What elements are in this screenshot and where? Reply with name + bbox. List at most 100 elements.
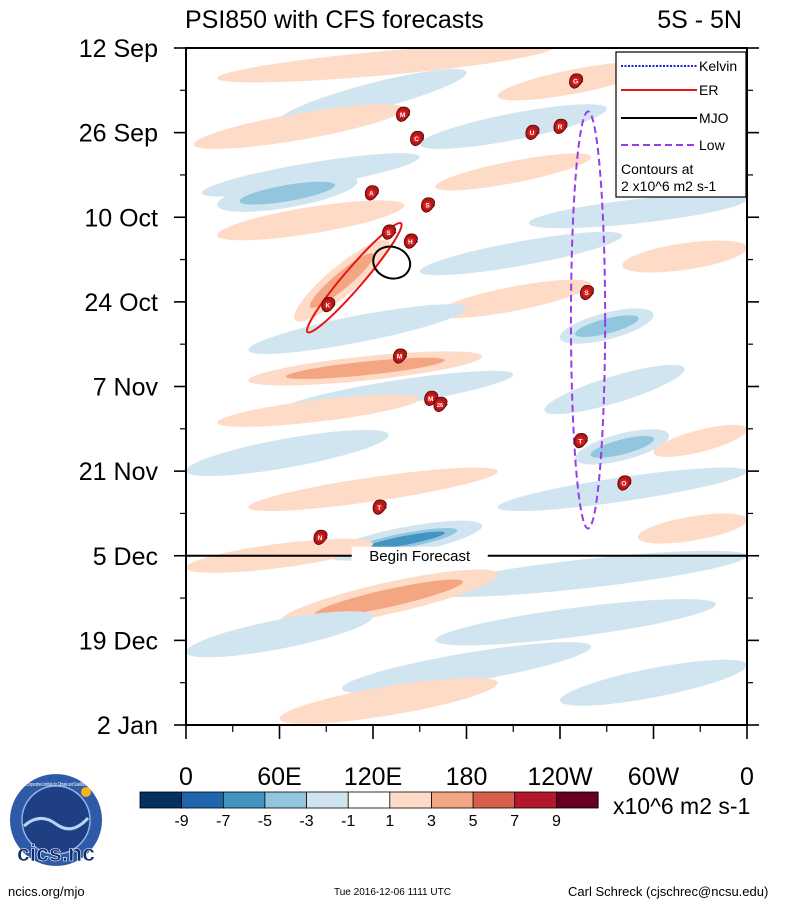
anomaly-streak — [560, 659, 747, 706]
storm-letter: C — [414, 136, 419, 143]
legend-label-mjo: MJO — [699, 110, 729, 126]
anomaly-streak — [419, 550, 747, 598]
anomaly-level — [653, 424, 747, 457]
storm-letter: M — [400, 112, 405, 119]
cicsnc-logo: Cooperative Institute for Climate and Sa… — [10, 774, 102, 866]
y-tick-label: 21 Nov — [79, 458, 159, 486]
colorbar-tick-label: -7 — [216, 813, 230, 830]
logo-text: cics.nc — [17, 840, 95, 866]
storm-letter: A — [369, 191, 374, 198]
storm-eye — [426, 394, 435, 403]
storm-letter: H — [408, 239, 413, 246]
y-tick-label: 26 Sep — [79, 120, 158, 148]
storm-marker: M — [392, 348, 408, 364]
storm-letter: O — [621, 481, 626, 488]
logo-ring-text: Cooperative Institute for Climate and Sa… — [26, 782, 86, 788]
storm-marker: S — [579, 285, 595, 301]
anomaly-streak — [419, 104, 607, 149]
footer-author[interactable]: Carl Schreck (cjschrec@ncsu.edu) — [568, 884, 769, 899]
storm-letter: S — [425, 203, 430, 210]
storm-letter: S — [584, 290, 589, 297]
anomaly-streak — [559, 308, 654, 344]
x-tick-label: 120W — [527, 763, 593, 791]
anomaly-level — [200, 615, 359, 654]
storm-eye — [367, 188, 376, 198]
y-tick-label: 12 Sep — [79, 35, 158, 63]
anomaly-streak — [544, 364, 685, 415]
colorbar-swatch — [431, 791, 474, 809]
storm-eye — [555, 122, 565, 131]
anomaly-level — [341, 642, 592, 694]
anomaly-streak — [217, 48, 553, 83]
anomaly-streak — [653, 424, 747, 457]
legend-note-line1: Contours at — [621, 161, 693, 177]
storm-letter: S — [386, 230, 391, 237]
y-tick-label: 7 Nov — [93, 374, 159, 402]
colorbar-swatch — [514, 791, 557, 809]
colorbar: -9 -7 -5 -3 -1 1 3 5 7 9 — [139, 791, 599, 830]
colorbar-tick-label: 1 — [385, 813, 394, 830]
anomaly-level — [632, 243, 738, 270]
anomaly-level — [309, 253, 374, 309]
mjo-contour — [372, 245, 412, 280]
storm-marker: N — [313, 529, 328, 546]
anomaly-level — [314, 579, 463, 617]
storm-eye — [412, 134, 421, 143]
er-contour — [305, 221, 403, 334]
anomaly-streak — [186, 429, 389, 477]
anomaly-level — [363, 531, 445, 550]
anomaly-level — [560, 659, 747, 706]
colorbar-swatch — [264, 791, 308, 809]
storm-eye — [582, 288, 591, 297]
storm-marker: G — [569, 73, 584, 89]
anomaly-level — [435, 153, 592, 191]
storm-eye — [398, 110, 407, 119]
storm-eye — [619, 479, 629, 488]
legend-note-line2: 2 x10^6 m2 s-1 — [621, 178, 716, 194]
anomaly-streak — [193, 104, 405, 149]
anomaly-level — [445, 554, 721, 593]
anomaly-level — [435, 279, 592, 319]
anomaly-streak — [435, 279, 592, 319]
begin-forecast-marker: Begin Forecast — [186, 546, 747, 565]
colorbar-tick-label: -3 — [299, 813, 313, 830]
x-tick-label: 0 — [740, 763, 754, 791]
colorbar-tick-label: 7 — [510, 813, 519, 830]
colorbar-tick-label: 3 — [427, 813, 436, 830]
anomaly-level — [285, 357, 445, 380]
storm-letter: N — [318, 535, 323, 542]
storm-marker: A — [364, 185, 380, 201]
anomaly-level — [294, 73, 452, 120]
footer-url[interactable]: ncics.org/mjo — [8, 884, 85, 899]
anomaly-streak — [186, 611, 373, 658]
begin-forecast-label: Begin Forecast — [369, 548, 471, 565]
anomaly-streak — [528, 194, 747, 229]
anomaly-level — [546, 197, 730, 225]
low-contour — [569, 110, 607, 530]
logo-inner-ring — [21, 785, 91, 855]
anomaly-level — [646, 516, 739, 541]
x-tick-label: 120E — [344, 763, 402, 791]
legend-label-low: Low — [699, 137, 726, 153]
legend-label-kelvin: Kelvin — [699, 58, 737, 74]
anomaly-streak — [575, 429, 670, 465]
colorbar-tick-label: -1 — [341, 813, 355, 830]
anomaly-streak — [217, 174, 358, 212]
anomaly-level — [590, 436, 655, 458]
storm-eye — [406, 237, 415, 246]
y-tick-label: 5 Dec — [93, 543, 158, 571]
begin-forecast-label-background — [351, 546, 488, 564]
anomaly-level — [457, 603, 694, 642]
x-tick-label: 60W — [628, 763, 680, 791]
anomaly-level — [434, 108, 592, 145]
chart-subtitle: 5S - 5N — [657, 6, 742, 34]
x-tick-label: 60E — [257, 763, 301, 791]
storm-letter: T — [377, 505, 381, 512]
anomaly-level — [193, 104, 405, 149]
storm-letter: K — [325, 302, 330, 309]
y-tick-label: 2 Jan — [97, 712, 158, 740]
anomaly-level — [574, 315, 639, 337]
anomaly-streak — [435, 599, 716, 646]
colorbar-swatch — [556, 791, 599, 809]
logo-sun — [81, 787, 91, 797]
